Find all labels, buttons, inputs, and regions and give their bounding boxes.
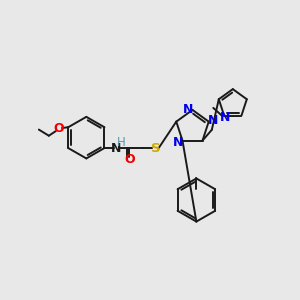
Text: N: N xyxy=(220,111,230,124)
Text: N: N xyxy=(208,114,219,128)
Text: S: S xyxy=(151,142,160,154)
Text: O: O xyxy=(124,153,135,166)
Text: N: N xyxy=(183,103,193,116)
Text: H: H xyxy=(117,136,126,149)
Text: N: N xyxy=(172,136,183,148)
Text: N: N xyxy=(111,142,121,154)
Text: O: O xyxy=(54,122,64,135)
